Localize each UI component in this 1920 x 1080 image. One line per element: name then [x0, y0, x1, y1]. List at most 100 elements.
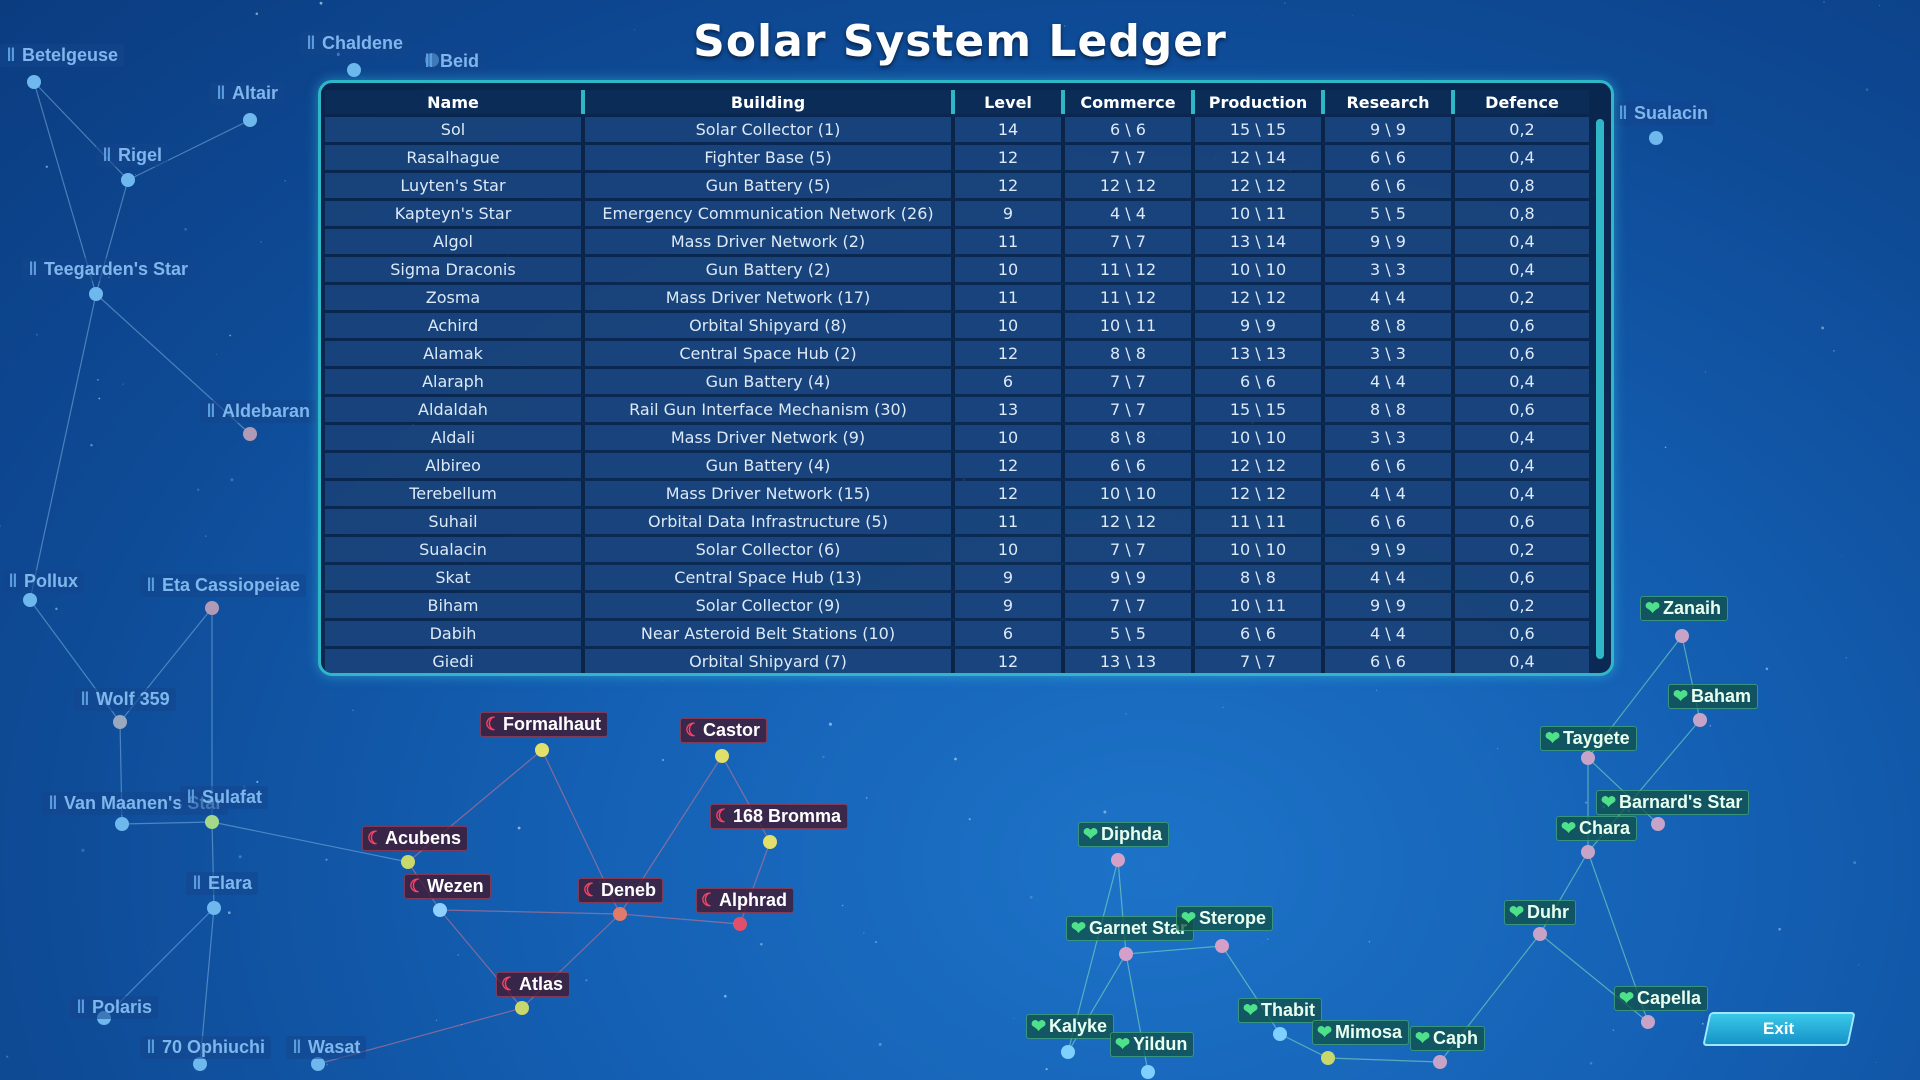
star-node-atlas[interactable] — [515, 1001, 529, 1015]
star-label-rigel[interactable]: ‖ Rigel — [96, 144, 169, 167]
star-node-betelgeuse[interactable] — [27, 75, 41, 89]
star-node-eta-cassiopeiae[interactable] — [205, 601, 219, 615]
star-label-70-ophiuchi[interactable]: ‖ 70 Ophiuchi — [140, 1036, 272, 1059]
star-label-diphda[interactable]: ❤ Diphda — [1078, 822, 1169, 847]
star-node-deneb[interactable] — [613, 907, 627, 921]
star-node-zanaih[interactable] — [1675, 629, 1689, 643]
star-label-alphrad[interactable]: ☾ Alphrad — [696, 888, 795, 913]
star-label-chara[interactable]: ❤ Chara — [1556, 816, 1638, 841]
star-label-kalyke[interactable]: ❤ Kalyke — [1026, 1014, 1115, 1039]
column-header-commerce[interactable]: Commerce — [1065, 90, 1195, 114]
star-node-sualacin[interactable] — [1649, 131, 1663, 145]
star-node-formalhaut[interactable] — [535, 743, 549, 757]
star-node-mimosa[interactable] — [1321, 1051, 1335, 1065]
star-node-sulafat[interactable] — [205, 815, 219, 829]
table-row[interactable]: Achird Orbital Shipyard (8) 10 10 \ 11 9 \ 9… — [325, 313, 1589, 338]
star-node-caph[interactable] — [1433, 1055, 1447, 1069]
star-label-caph[interactable]: ❤ Caph — [1410, 1026, 1485, 1051]
star-node-baham[interactable] — [1693, 713, 1707, 727]
star-node-altair[interactable] — [243, 113, 257, 127]
star-label-betelgeuse[interactable]: ‖ Betelgeuse — [0, 44, 125, 67]
star-label-altair[interactable]: ‖ Altair — [210, 82, 285, 105]
table-row[interactable]: Sualacin Solar Collector (6) 10 7 \ 7 10 \ 1… — [325, 537, 1589, 562]
star-node-rigel[interactable] — [121, 173, 135, 187]
star-label-capella[interactable]: ❤ Capella — [1614, 986, 1709, 1011]
table-row[interactable]: Luyten's Star Gun Battery (5) 12 12 \ 12 12 … — [325, 173, 1589, 198]
star-label-zanaih[interactable]: ❤ Zanaih — [1640, 596, 1729, 621]
star-node-yildun[interactable] — [1141, 1065, 1155, 1079]
star-label-wezen[interactable]: ☾ Wezen — [404, 874, 491, 899]
star-node-70-ophiuchi[interactable] — [193, 1057, 207, 1071]
star-node-chaldene[interactable] — [347, 63, 361, 77]
table-row[interactable]: Aldali Mass Driver Network (9) 10 8 \ 8 10 \… — [325, 425, 1589, 450]
column-header-defence[interactable]: Defence — [1455, 90, 1589, 114]
star-node-168-bromma[interactable] — [763, 835, 777, 849]
star-node-castor[interactable] — [715, 749, 729, 763]
star-label-aldebaran[interactable]: ‖ Aldebaran — [200, 400, 317, 423]
column-header-name[interactable]: Name — [325, 90, 585, 114]
star-label-castor[interactable]: ☾ Castor — [680, 718, 768, 743]
star-label-wasat[interactable]: ‖ Wasat — [286, 1036, 367, 1059]
exit-button[interactable]: Exit — [1702, 1012, 1856, 1046]
star-label-deneb[interactable]: ☾ Deneb — [578, 878, 664, 903]
table-row[interactable]: Rasalhague Fighter Base (5) 12 7 \ 7 12 \ 14… — [325, 145, 1589, 170]
star-node-aldebaran[interactable] — [243, 427, 257, 441]
star-label-barnard-s-star[interactable]: ❤ Barnard's Star — [1596, 790, 1750, 815]
table-row[interactable]: Sol Solar Collector (1) 14 6 \ 6 15 \ 15 9 \ … — [325, 117, 1589, 142]
star-node-duhr[interactable] — [1533, 927, 1547, 941]
table-row[interactable]: Aldaldah Rail Gun Interface Mechanism (30… — [325, 397, 1589, 422]
star-label-eta-cassiopeiae[interactable]: ‖ Eta Cassiopeiae — [140, 574, 307, 597]
star-label-yildun[interactable]: ❤ Yildun — [1110, 1032, 1195, 1057]
table-row[interactable]: Sigma Draconis Gun Battery (2) 10 11 \ 12 10… — [325, 257, 1589, 282]
star-label-beid[interactable]: ‖ Beid — [418, 50, 486, 73]
star-node-barnard-s-star[interactable] — [1651, 817, 1665, 831]
star-label-chaldene[interactable]: ‖ Chaldene — [300, 32, 410, 55]
star-node-pollux[interactable] — [23, 593, 37, 607]
star-node-capella[interactable] — [1641, 1015, 1655, 1029]
star-label-thabit[interactable]: ❤ Thabit — [1238, 998, 1322, 1023]
table-row[interactable]: Zosma Mass Driver Network (17) 11 11 \ 12 12… — [325, 285, 1589, 310]
star-label-teegarden-s-star[interactable]: ‖ Teegarden's Star — [22, 258, 194, 281]
table-row[interactable]: Biham Solar Collector (9) 9 7 \ 7 10 \ 11 9 \… — [325, 593, 1589, 618]
star-label-pollux[interactable]: ‖ Pollux — [2, 570, 85, 593]
table-row[interactable]: Albireo Gun Battery (4) 12 6 \ 6 12 \ 12 6 \ … — [325, 453, 1589, 478]
column-header-level[interactable]: Level — [955, 90, 1065, 114]
ledger-scrollbar-thumb[interactable] — [1596, 119, 1604, 659]
table-row[interactable]: Dabih Near Asteroid Belt Stations (10) 6 5 … — [325, 621, 1589, 646]
star-label-taygete[interactable]: ❤ Taygete — [1540, 726, 1637, 751]
star-node-chara[interactable] — [1581, 845, 1595, 859]
column-header-research[interactable]: Research — [1325, 90, 1455, 114]
table-row[interactable]: Suhail Orbital Data Infrastructure (5) 11 1… — [325, 509, 1589, 534]
star-label-polaris[interactable]: ‖ Polaris — [70, 996, 159, 1019]
star-node-wezen[interactable] — [433, 903, 447, 917]
star-node-alphrad[interactable] — [733, 917, 747, 931]
star-label-acubens[interactable]: ☾ Acubens — [362, 826, 469, 851]
star-node-sterope[interactable] — [1215, 939, 1229, 953]
star-label-elara[interactable]: ‖ Elara — [186, 872, 259, 895]
table-row[interactable]: Alamak Central Space Hub (2) 12 8 \ 8 13 \ 1… — [325, 341, 1589, 366]
table-row[interactable]: Kapteyn's Star Emergency Communication Ne… — [325, 201, 1589, 226]
star-node-diphda[interactable] — [1111, 853, 1125, 867]
star-label-168-bromma[interactable]: ☾ 168 Bromma — [710, 804, 849, 829]
star-label-garnet-star[interactable]: ❤ Garnet Star — [1066, 916, 1195, 941]
ledger-scrollbar[interactable] — [1595, 119, 1605, 659]
star-label-wolf-359[interactable]: ‖ Wolf 359 — [74, 688, 176, 711]
table-row[interactable]: Algol Mass Driver Network (2) 11 7 \ 7 13 \ … — [325, 229, 1589, 254]
star-label-baham[interactable]: ❤ Baham — [1668, 684, 1759, 709]
star-label-atlas[interactable]: ☾ Atlas — [496, 972, 571, 997]
star-node-acubens[interactable] — [401, 855, 415, 869]
star-label-duhr[interactable]: ❤ Duhr — [1504, 900, 1576, 925]
star-label-sterope[interactable]: ❤ Sterope — [1176, 906, 1274, 931]
star-node-teegarden-s-star[interactable] — [89, 287, 103, 301]
star-label-formalhaut[interactable]: ☾ Formalhaut — [480, 712, 609, 737]
star-label-mimosa[interactable]: ❤ Mimosa — [1312, 1020, 1410, 1045]
star-label-sualacin[interactable]: ‖ Sualacin — [1612, 102, 1715, 125]
table-row[interactable]: Terebellum Mass Driver Network (15) 12 10 \… — [325, 481, 1589, 506]
star-node-garnet-star[interactable] — [1119, 947, 1133, 961]
star-node-van-maanen-s-star[interactable] — [115, 817, 129, 831]
star-node-kalyke[interactable] — [1061, 1045, 1075, 1059]
star-node-wolf-359[interactable] — [113, 715, 127, 729]
